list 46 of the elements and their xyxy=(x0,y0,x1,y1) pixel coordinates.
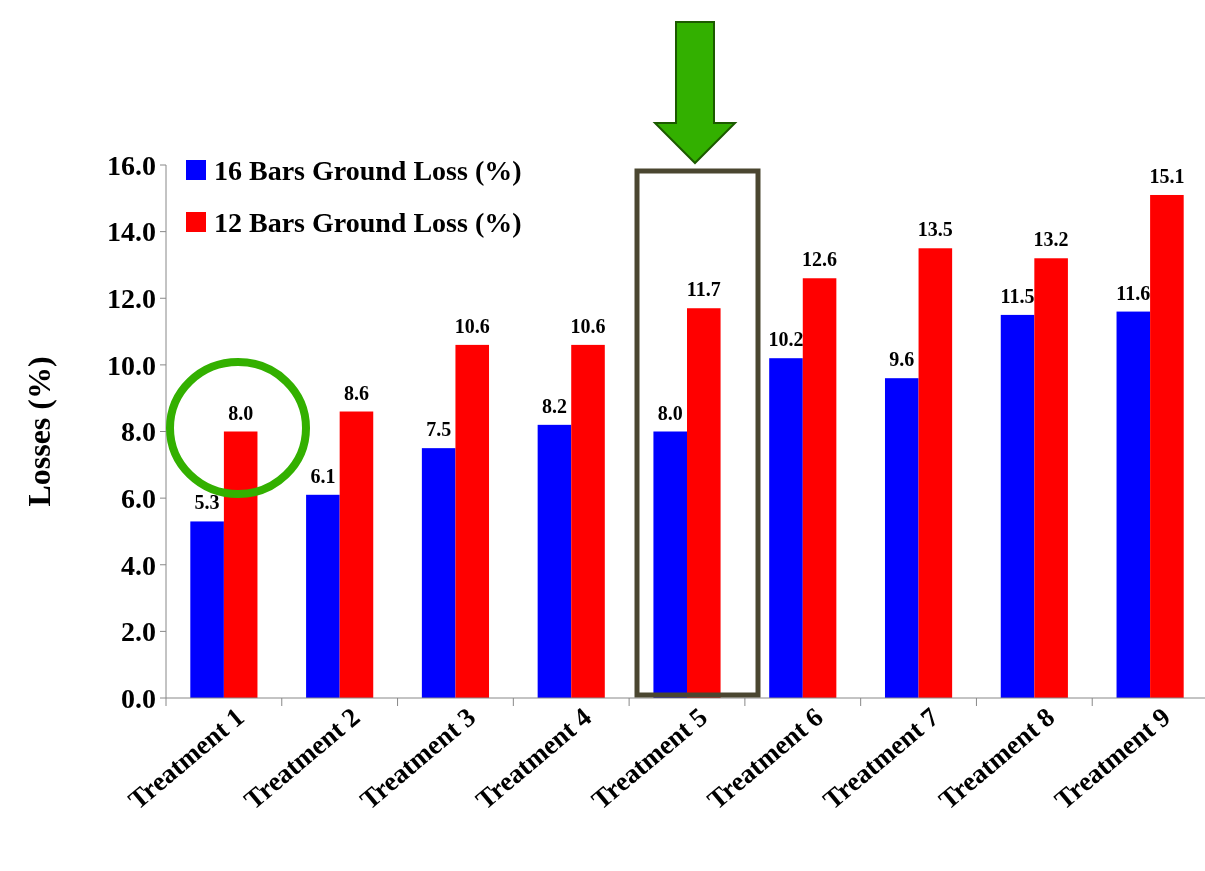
data-label: 6.1 xyxy=(310,464,336,487)
data-label: 13.2 xyxy=(1033,228,1069,251)
data-label: 15.1 xyxy=(1149,164,1185,187)
y-tick-label: 2.0 xyxy=(121,616,156,648)
data-label: 11.6 xyxy=(1116,281,1151,304)
bar xyxy=(1116,311,1151,698)
y-tick-label: 8.0 xyxy=(121,416,156,448)
y-tick-label: 4.0 xyxy=(121,549,156,581)
data-label: 5.3 xyxy=(194,491,220,514)
data-label: 9.6 xyxy=(889,348,915,371)
bar xyxy=(1034,258,1068,698)
data-label: 8.6 xyxy=(343,381,369,404)
bar xyxy=(1000,314,1035,698)
bar xyxy=(223,431,258,698)
data-label: 11.7 xyxy=(686,278,721,301)
data-label: 11.5 xyxy=(1000,284,1035,307)
bar xyxy=(455,344,490,698)
bar xyxy=(190,521,224,698)
bar xyxy=(884,378,919,698)
data-label: 7.5 xyxy=(426,418,452,441)
y-axis-title: Losses (%) xyxy=(21,356,57,507)
data-label: 8.2 xyxy=(541,394,567,417)
y-tick-label: 16.0 xyxy=(107,149,156,181)
data-label: 12.6 xyxy=(802,248,838,271)
y-tick-label: 12.0 xyxy=(107,283,156,315)
data-label: 10.6 xyxy=(570,314,606,337)
y-tick-label: 14.0 xyxy=(107,216,156,248)
data-label: 8.0 xyxy=(657,401,683,424)
bar xyxy=(802,278,837,698)
legend-label: 12 Bars Ground Loss (%) xyxy=(214,206,522,238)
data-label: 10.6 xyxy=(454,314,490,337)
bar xyxy=(571,344,605,698)
bar xyxy=(918,248,953,698)
bar xyxy=(421,448,456,698)
legend-label: 16 Bars Ground Loss (%) xyxy=(214,154,522,186)
y-tick-label: 0.0 xyxy=(121,682,156,714)
data-label: 8.0 xyxy=(228,401,254,424)
bar xyxy=(1150,194,1184,698)
data-label: 10.2 xyxy=(768,328,804,351)
bar xyxy=(769,358,803,698)
data-label: 13.5 xyxy=(917,218,953,241)
bar xyxy=(339,411,374,698)
bar xyxy=(306,494,340,698)
bar xyxy=(537,424,572,698)
y-tick-label: 6.0 xyxy=(121,482,156,514)
y-tick-label: 10.0 xyxy=(107,349,156,381)
